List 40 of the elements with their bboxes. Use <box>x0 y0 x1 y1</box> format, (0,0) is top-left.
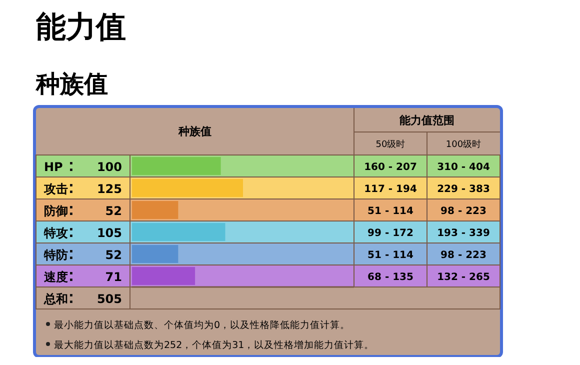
data-label: 125 <box>96 182 122 196</box>
text: 能力值范围 <box>400 114 454 127</box>
y-tick-label: 防御 <box>44 204 68 218</box>
chart-subtitle: 种族值 <box>35 70 108 98</box>
bar <box>132 223 226 241</box>
text: 51 - 114 <box>368 206 414 217</box>
data-label: 52 <box>105 204 122 218</box>
text: 最小能力值以基础点数、个体值均为0，以及性格降低能力值计算。 <box>54 319 350 331</box>
text: 51 - 114 <box>368 250 414 261</box>
y-tick-label: HP <box>44 160 64 174</box>
text: 505 <box>96 292 122 306</box>
text: 99 - 172 <box>368 228 414 239</box>
y-tick-label: 特攻 <box>43 226 68 240</box>
data-label: 100 <box>96 160 122 174</box>
text: 117 - 194 <box>364 184 417 195</box>
text: 229 - 383 <box>437 184 490 195</box>
y-tick-label: 攻击 <box>43 182 68 196</box>
data-label: 105 <box>96 226 122 240</box>
bar <box>132 179 243 197</box>
text: 132 - 265 <box>437 272 490 283</box>
bar <box>132 267 196 285</box>
text: 最大能力值以基础点数为252，个体值为31，以及性格增加能力值计算。 <box>54 339 374 351</box>
text: 100级时 <box>446 139 482 150</box>
text: 50级时 <box>376 139 406 150</box>
text: 310 - 404 <box>437 162 490 173</box>
data-label: 52 <box>105 248 122 262</box>
text: 98 - 223 <box>440 250 486 261</box>
x-axis-title: 种族值 <box>178 125 212 138</box>
data-label: 71 <box>105 270 122 284</box>
bar <box>132 201 178 219</box>
bar <box>132 245 178 263</box>
text: 160 - 207 <box>364 162 417 173</box>
chart-title: 能力值 <box>36 10 126 45</box>
text: 193 - 339 <box>437 228 490 239</box>
bar <box>132 157 221 175</box>
y-tick-label: 特防 <box>43 248 68 262</box>
y-tick-label: 速度 <box>43 270 68 284</box>
text: 98 - 223 <box>440 206 486 217</box>
text: 总和 <box>43 292 68 306</box>
text: 68 - 135 <box>368 272 414 283</box>
